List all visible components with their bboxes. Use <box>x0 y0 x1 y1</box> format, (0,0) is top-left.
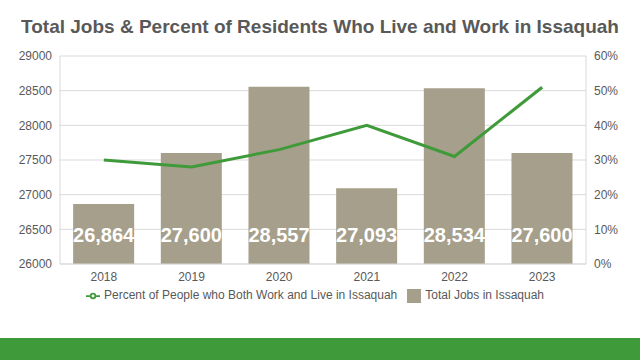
svg-text:26500: 26500 <box>19 223 53 237</box>
html-text:Total Jobs in Issaquah: Total Jobs in Issaquah <box>425 288 544 302</box>
svg-text:27,600: 27,600 <box>511 224 572 246</box>
svg-text:0%: 0% <box>594 257 612 271</box>
svg-text:2020: 2020 <box>266 270 293 284</box>
svg-text:27500: 27500 <box>19 153 53 167</box>
svg-text:50%: 50% <box>594 84 618 98</box>
svg-text:27,093: 27,093 <box>336 224 397 246</box>
svg-text:2022: 2022 <box>441 270 468 284</box>
svg-text:27000: 27000 <box>19 188 53 202</box>
svg-text:60%: 60% <box>594 49 618 63</box>
svg-text:2018: 2018 <box>90 270 117 284</box>
svg-text:28,557: 28,557 <box>248 224 309 246</box>
svg-text:26000: 26000 <box>19 257 53 271</box>
svg-text:2019: 2019 <box>178 270 205 284</box>
svg-text:40%: 40% <box>594 119 618 133</box>
html-text:Total Jobs & Percent of Reside: Total Jobs & Percent of Residents Who Li… <box>21 16 619 37</box>
svg-text:29000: 29000 <box>19 49 53 63</box>
svg-text:2021: 2021 <box>353 270 380 284</box>
svg-text:2023: 2023 <box>529 270 556 284</box>
svg-text:28000: 28000 <box>19 119 53 133</box>
html-text:Percent of People who Both Wor: Percent of People who Both Work and Live… <box>104 288 398 302</box>
svg-text:27,600: 27,600 <box>161 224 222 246</box>
svg-text:26,864: 26,864 <box>73 224 135 246</box>
svg-text:28,534: 28,534 <box>424 224 486 246</box>
svg-text:10%: 10% <box>594 223 618 237</box>
svg-text:20%: 20% <box>594 188 618 202</box>
svg-text:28500: 28500 <box>19 84 53 98</box>
svg-text:30%: 30% <box>594 153 618 167</box>
